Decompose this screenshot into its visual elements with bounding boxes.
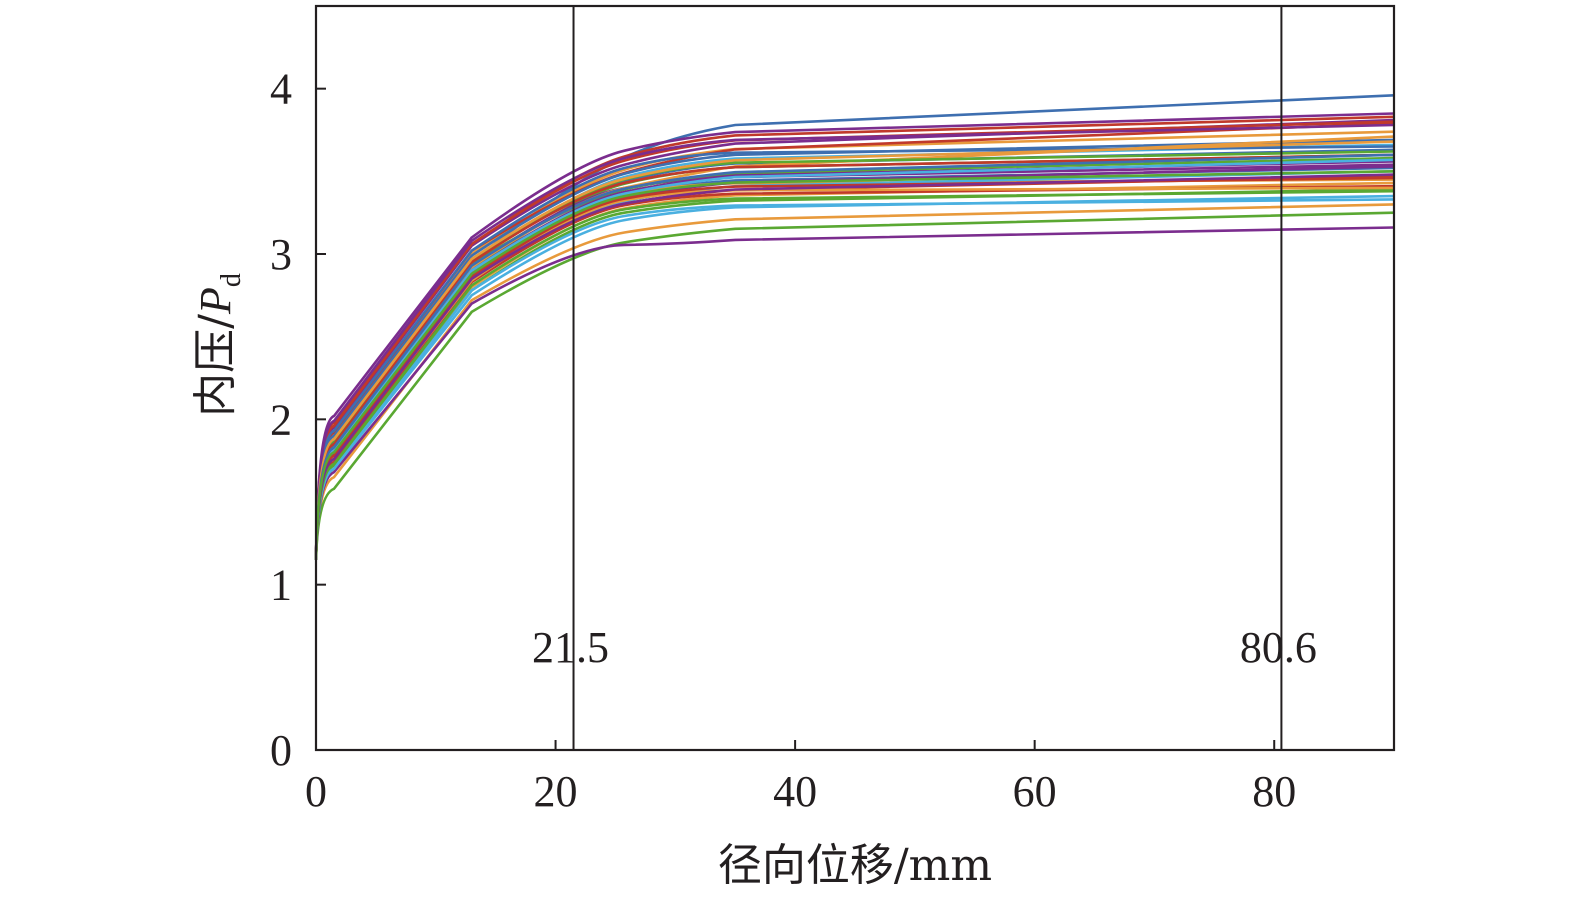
- series-line: [314, 156, 1395, 560]
- y-tick-label: 2: [270, 395, 292, 444]
- y-tick-label: 0: [270, 726, 292, 775]
- curves: [314, 94, 1395, 560]
- y-axis-title-main: 内压/: [190, 314, 241, 417]
- x-tick-label: 0: [305, 767, 327, 816]
- x-tick-label: 80: [1252, 767, 1296, 816]
- x-tick-label: 20: [534, 767, 578, 816]
- x-axis-title: 径向位移/mm: [718, 840, 992, 891]
- x-tick-label: 40: [773, 767, 817, 816]
- x-tick-label: 60: [1013, 767, 1057, 816]
- series-line: [314, 170, 1395, 560]
- series-line: [314, 211, 1395, 560]
- series-line: [314, 138, 1395, 560]
- series-line: [314, 158, 1395, 560]
- series-line: [314, 160, 1395, 560]
- y-axis-title-var: P: [191, 287, 240, 315]
- series-line: [314, 186, 1395, 560]
- y-tick-label: 4: [270, 65, 292, 114]
- y-tick-label: 1: [270, 561, 292, 610]
- plot-frame: [314, 4, 1396, 752]
- plot-area: 21.5 80.6 0 20 40 60 80 0 1 2 3 4: [270, 4, 1396, 816]
- y-axis-title: 内压/Pd: [190, 273, 247, 417]
- series-line: [314, 163, 1395, 560]
- series-line: [314, 140, 1395, 560]
- series-line: [314, 130, 1395, 560]
- axes-frame: [314, 4, 1396, 752]
- series-line: [314, 148, 1395, 560]
- ticks: 0 20 40 60 80 0 1 2 3 4: [270, 65, 1296, 816]
- y-tick-label: 3: [270, 230, 292, 279]
- reference-vline-label: 21.5: [532, 623, 609, 672]
- series-line: [314, 150, 1395, 560]
- reference-lines: 21.5 80.6: [532, 6, 1317, 750]
- series-line: [314, 123, 1395, 560]
- reference-vline-label: 80.6: [1240, 623, 1317, 672]
- y-axis-title-sub: d: [216, 273, 247, 287]
